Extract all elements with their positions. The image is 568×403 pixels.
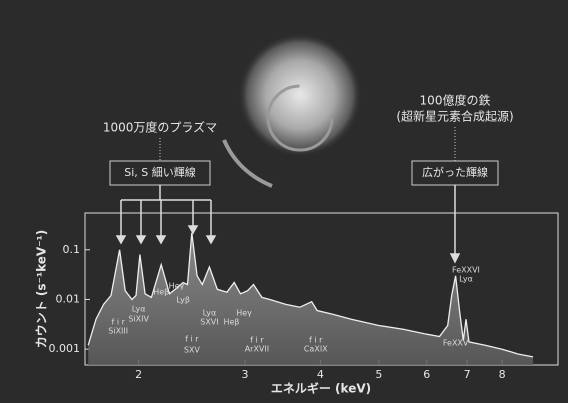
narrow-lines-label: Si, S 細い輝線 — [124, 165, 196, 179]
line-annotation: ArXVII — [245, 345, 269, 354]
line-annotation: CaXIX — [304, 345, 328, 354]
iron-origin-label: (超新星元素合成起源) — [396, 109, 513, 124]
line-annotation: f i r — [185, 335, 199, 344]
y-axis-label: カウント (s⁻¹keV⁻¹) — [35, 230, 49, 349]
line-annotation: SXV — [184, 346, 201, 355]
y-tick-label: 0.001 — [49, 342, 81, 355]
line-annotation: SXVI — [200, 318, 218, 327]
x-tick-label: 7 — [464, 368, 471, 381]
x-tick-label: 2 — [135, 368, 142, 381]
x-tick-label: 8 — [499, 368, 506, 381]
line-annotation: Lyβ — [176, 296, 190, 305]
line-annotation: Heβ — [223, 318, 239, 327]
y-tick-label: 0.01 — [56, 292, 81, 305]
x-axis-label: エネルギー (keV) — [271, 381, 371, 396]
y-tick-label: 0.1 — [63, 243, 81, 256]
x-tick-label: 5 — [375, 368, 382, 381]
line-annotation: f i r — [309, 336, 323, 345]
line-annotation: FeXXVI — [452, 266, 480, 275]
iron-label: 100億度の鉄 — [420, 93, 491, 108]
line-annotation: Lyα — [459, 275, 473, 284]
line-annotation: f i r — [250, 336, 264, 345]
line-annotation: SiXIV — [128, 315, 149, 324]
line-annotation: Heγ — [236, 309, 252, 318]
line-annotation: Heγ — [169, 282, 185, 291]
line-annotation: Heβ — [153, 288, 169, 297]
line-annotation: SiXIII — [108, 327, 128, 336]
figure: 1000万度のプラズマ 100億度の鉄 (超新星元素合成起源) Si, S 細い… — [0, 0, 568, 403]
remnant-image — [238, 33, 362, 157]
line-annotation: Lyα — [132, 305, 146, 314]
line-annotation: FeXXV — [443, 339, 469, 348]
x-tick-label: 4 — [317, 368, 324, 381]
broad-line-label: 広がった輝線 — [422, 165, 488, 179]
plasma-label: 1000万度のプラズマ — [103, 120, 217, 135]
line-annotation: f i r — [111, 318, 125, 327]
x-tick-label: 6 — [423, 368, 430, 381]
line-annotation: Lyα — [203, 309, 217, 318]
page: 1000万度のプラズマ 100億度の鉄 (超新星元素合成起源) Si, S 細い… — [0, 0, 568, 403]
x-tick-label: 3 — [241, 368, 248, 381]
